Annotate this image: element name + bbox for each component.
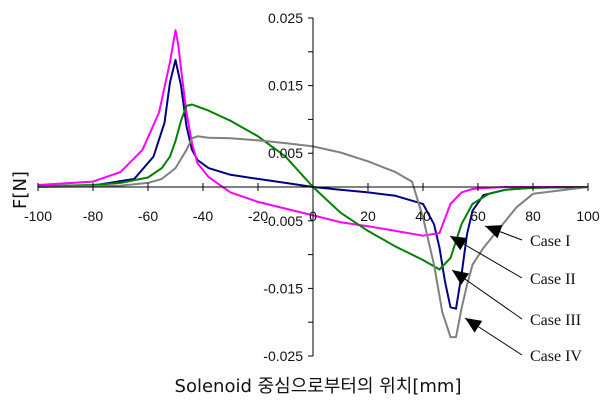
y-tick-label: -0.025 <box>263 348 303 364</box>
x-tick-label: -60 <box>138 208 158 224</box>
legend-arrowhead <box>485 225 503 239</box>
y-tick-label: -0.005 <box>263 213 303 229</box>
legend-arrowhead <box>452 270 470 285</box>
x-tick-label: -80 <box>83 208 103 224</box>
legend-arrowhead <box>450 236 468 251</box>
legend-label: Case I <box>530 233 570 250</box>
x-tick-label: -20 <box>248 208 268 224</box>
legend-label: Case III <box>530 312 581 329</box>
legend-group: Case I Case II Case III Case IV <box>449 225 582 365</box>
tick-labels-group: -100 -80 -60 -40 -20 0 20 40 60 80 100 0.025 0.015 0.… <box>24 10 600 364</box>
y-tick-label: 0.005 <box>268 145 303 161</box>
series-line-4 <box>37 135 589 339</box>
x-tick-label: 80 <box>525 208 541 224</box>
series-line-1 <box>37 58 589 310</box>
axes-group <box>37 17 589 357</box>
y-axis-label: F[N] <box>10 171 31 209</box>
legend-arrowhead <box>465 318 483 333</box>
y-tick-label: -0.015 <box>263 280 303 296</box>
series-line-3 <box>37 103 589 271</box>
x-tick-label: 0 <box>309 208 317 224</box>
x-tick-label: -100 <box>24 208 52 224</box>
x-tick-label: 20 <box>360 208 376 224</box>
x-tick-label: 40 <box>415 208 431 224</box>
series-line-2 <box>37 29 588 237</box>
x-axis-label: Solenoid 중심으로부터의 위치[mm] <box>175 376 462 397</box>
legend-label: Case II <box>530 271 576 288</box>
x-tick-label: -40 <box>193 208 213 224</box>
y-tick-label: 0.025 <box>268 10 303 26</box>
series-group <box>37 29 589 339</box>
x-tick-label: 100 <box>576 208 600 224</box>
y-tick-label: 0.015 <box>268 78 303 94</box>
legend-label: Case IV <box>530 348 582 365</box>
x-tick-label: 60 <box>470 208 486 224</box>
